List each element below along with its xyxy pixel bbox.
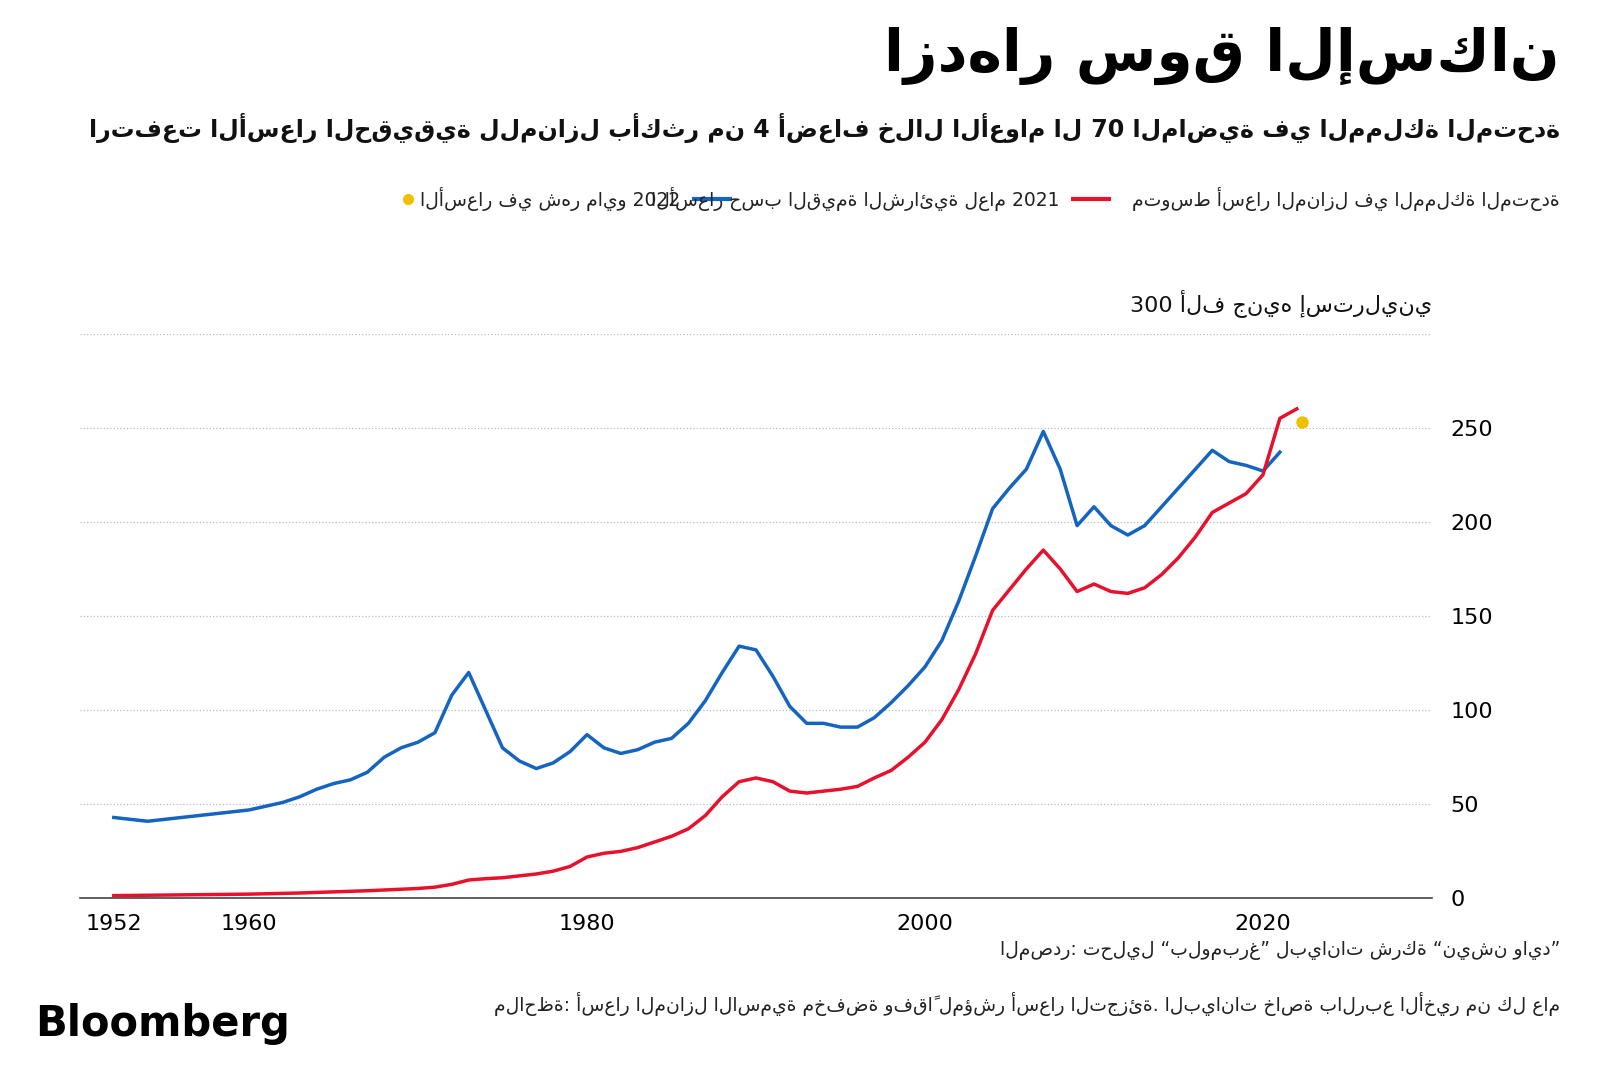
Text: الأسعار في شهر مايو 2022: الأسعار في شهر مايو 2022 (419, 187, 680, 211)
Text: Bloomberg: Bloomberg (35, 1003, 290, 1046)
Text: 300 ألف جنيه إسترليني: 300 ألف جنيه إسترليني (1130, 289, 1432, 317)
Text: المصدر: تحليل “بلومبرغ” لبيانات شركة “نيشن وايد”: المصدر: تحليل “بلومبرغ” لبيانات شركة “ني… (1000, 942, 1560, 961)
Text: ملاحظة: أسعار المنازل الاسمية مخفضة وفقاً لمؤشر أسعار التجزئة. البيانات خاصة بال: ملاحظة: أسعار المنازل الاسمية مخفضة وفقا… (494, 992, 1560, 1016)
Text: الأسعار حسب القيمة الشرائية لعام 2021: الأسعار حسب القيمة الشرائية لعام 2021 (651, 187, 1059, 211)
Text: متوسط أسعار المنازل في المملكة المتحدة: متوسط أسعار المنازل في المملكة المتحدة (1133, 187, 1560, 211)
Text: ازدهار سوق الإسكان: ازدهار سوق الإسكان (885, 27, 1560, 85)
Text: ارتفعت الأسعار الحقيقية للمنازل بأكثر من 4 أضعاف خلال الأعوام ال 70 الماضية في ا: ارتفعت الأسعار الحقيقية للمنازل بأكثر من… (90, 113, 1560, 143)
